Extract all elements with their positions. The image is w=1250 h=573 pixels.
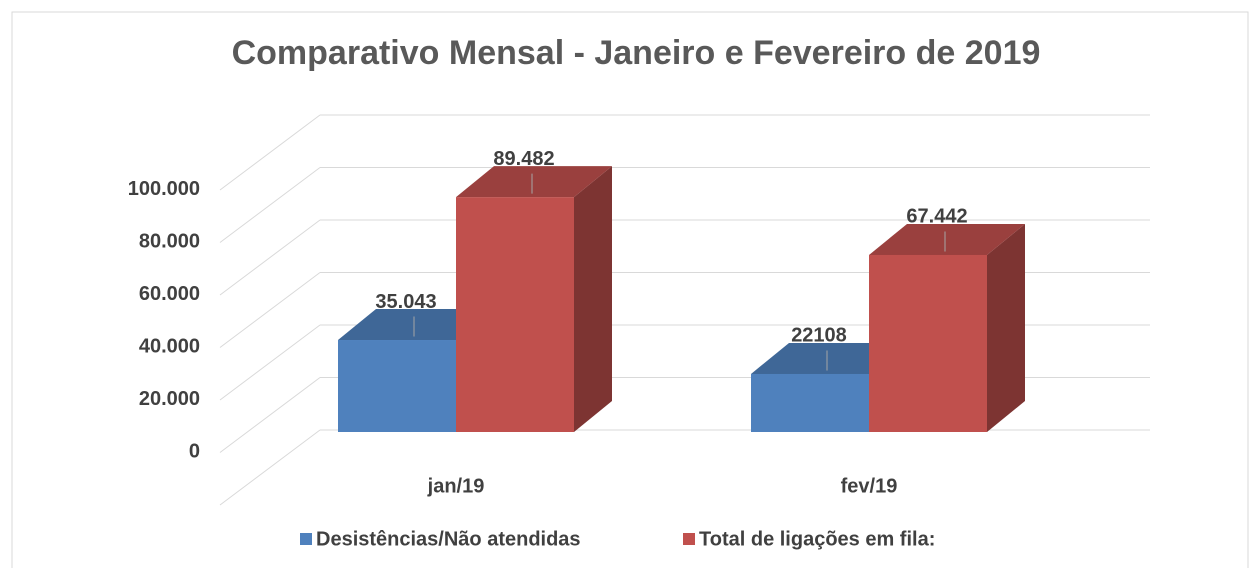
y-tick-label: 80.000 xyxy=(139,230,200,252)
bar-side xyxy=(987,223,1025,432)
grid-line xyxy=(219,429,321,506)
y-tick-label: 60.000 xyxy=(139,283,200,305)
bar-side xyxy=(574,166,612,433)
bar xyxy=(338,309,494,432)
y-tick-label: 100.000 xyxy=(128,178,200,200)
legend-label: Total de ligações em fila: xyxy=(699,528,935,550)
y-tick-label: 40.000 xyxy=(139,335,200,357)
value-label: 22108 xyxy=(791,325,847,347)
bar-front xyxy=(456,197,574,432)
bar-front xyxy=(751,373,869,432)
bar-top xyxy=(338,309,494,341)
x-tick-label: jan/19 xyxy=(427,475,485,497)
y-tick-label: 0 xyxy=(189,440,200,462)
legend-swatch xyxy=(300,533,312,545)
bar-top xyxy=(456,166,612,198)
bar xyxy=(869,223,1025,432)
grid-line xyxy=(219,272,321,348)
bar-top xyxy=(751,342,907,374)
grid-line xyxy=(219,167,321,243)
value-label: 35.043 xyxy=(375,291,436,313)
grid-line xyxy=(219,377,321,453)
bar-front xyxy=(338,340,456,432)
grid-line xyxy=(219,219,321,296)
legend-swatch xyxy=(683,533,695,545)
x-tick-label: fev/19 xyxy=(841,475,898,497)
chart-title: Comparativo Mensal - Janeiro e Fevereiro… xyxy=(232,34,1041,72)
bar-top xyxy=(869,223,1025,255)
chart-frame xyxy=(11,11,1249,573)
wall-edge xyxy=(219,114,321,191)
value-label: 89.482 xyxy=(493,148,554,170)
y-tick-label: 20.000 xyxy=(139,388,200,410)
bar-front xyxy=(869,254,987,432)
legend-label: Desistências/Não atendidas xyxy=(316,528,581,550)
bar xyxy=(456,166,612,433)
value-label: 67.442 xyxy=(906,206,967,228)
grid-line xyxy=(219,324,321,401)
